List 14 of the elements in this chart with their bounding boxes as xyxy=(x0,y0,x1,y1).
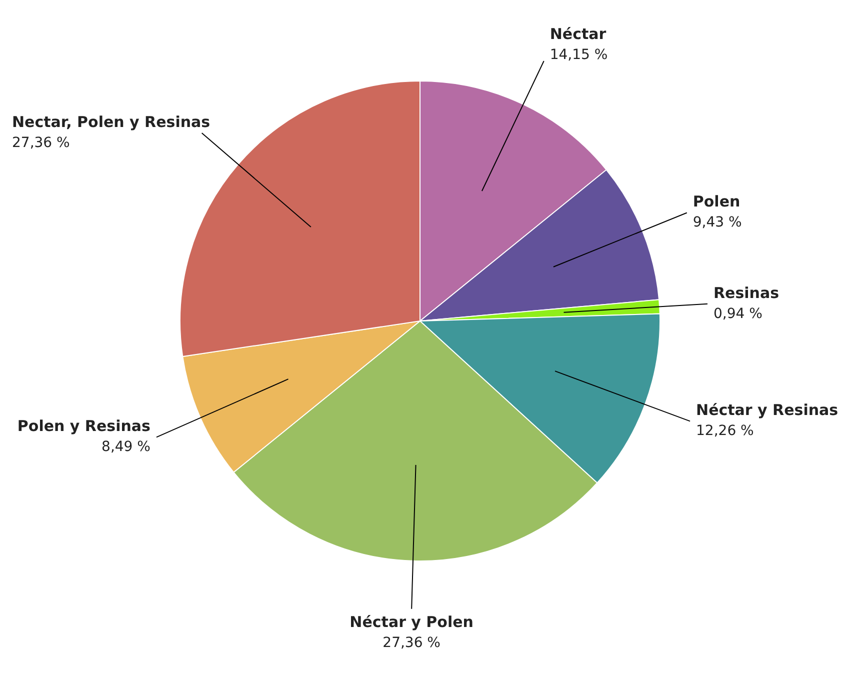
slice-label: Polen xyxy=(692,192,740,211)
slice-label: Néctar xyxy=(550,24,607,43)
data-label: 8,49 % xyxy=(102,439,150,456)
data-label: 27,36 % xyxy=(12,135,70,152)
data-label: 9,43 % xyxy=(692,214,742,231)
slice-label: Polen y Resinas xyxy=(17,417,151,436)
data-label: 27,36 % xyxy=(382,634,441,651)
slice-label: Resinas xyxy=(713,284,780,302)
slice-label: Néctar y Polen xyxy=(350,612,474,631)
data-label: 0,94 % xyxy=(713,306,762,322)
slice-label: Nectar, Polen y Resinas xyxy=(12,113,210,132)
slice-label: Néctar y Resinas xyxy=(696,401,838,420)
data-label: 14,15 % xyxy=(550,46,608,63)
data-label: 12,26 % xyxy=(696,423,754,440)
